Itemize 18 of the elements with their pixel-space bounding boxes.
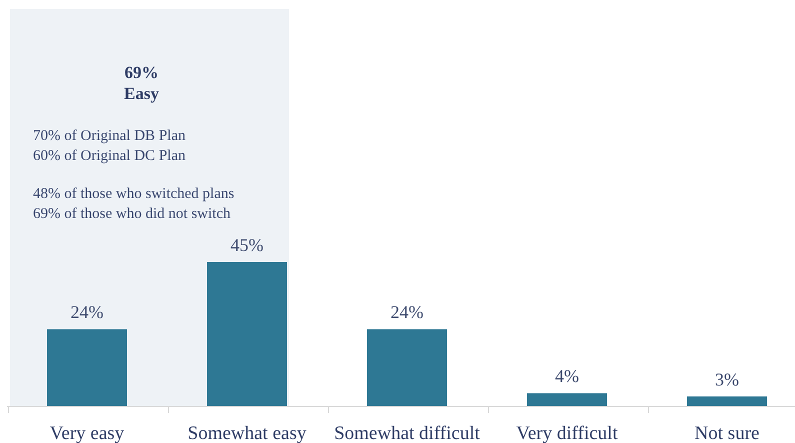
data-label: 24% <box>70 302 104 322</box>
text: 70% of Original DB Plan 60% of Original DC Plan <box>33 127 186 166</box>
band-label: 69% Easy <box>124 62 159 104</box>
x-tick-label: Somewhat easy <box>188 423 307 443</box>
x-tick-label: Very easy <box>50 423 125 443</box>
data-label: 45% <box>230 235 264 255</box>
data-label: 4% <box>555 366 579 386</box>
bar <box>687 396 767 406</box>
data-label: 3% <box>715 369 739 390</box>
text: 48% of those who switched plans 69% of those who did not switch <box>33 185 234 224</box>
bar <box>47 329 127 406</box>
x-tick-label: Somewhat difficult <box>334 423 481 443</box>
bar <box>207 262 287 406</box>
data-label: 24% <box>390 302 424 322</box>
x-tick-label: Very difficult <box>516 423 618 443</box>
bar <box>367 329 447 406</box>
bar <box>527 393 607 406</box>
x-tick-label: Not sure <box>694 423 760 443</box>
